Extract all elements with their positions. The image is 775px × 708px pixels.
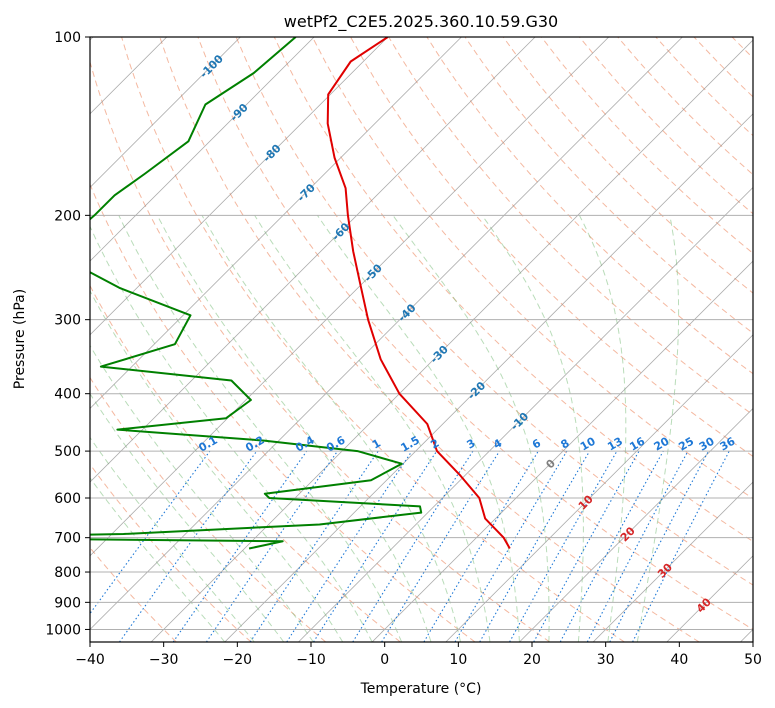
- isotherm-line: [519, 407, 753, 642]
- x-tick-label: −30: [149, 652, 179, 668]
- moist-adiabat-line: [636, 215, 680, 642]
- y-axis-label: Pressure (hPa): [12, 289, 28, 389]
- mixing-ratio-line: [249, 450, 379, 642]
- y-tick-label: 1000: [45, 622, 81, 638]
- dewpoint-profile-line: [90, 37, 423, 550]
- moist-adiabat-line: [90, 392, 285, 642]
- y-axis: 100 200 300 400 500 600 700 800 900 1000: [45, 30, 90, 638]
- moist-adiabat-line: [90, 289, 344, 642]
- dry-adiabat-line: [90, 463, 252, 642]
- isotherm-line: [90, 37, 241, 189]
- isotherm-line: [224, 113, 753, 642]
- x-tick-label: −10: [296, 652, 326, 668]
- profile-lines: [90, 37, 511, 550]
- dry-adiabat-line: [502, 37, 753, 294]
- y-tick-label: 400: [54, 387, 81, 403]
- x-tick-label: −40: [75, 652, 105, 668]
- isotherm-line: [90, 37, 462, 410]
- moist-adiabat-line: [118, 215, 403, 642]
- dry-adiabat-line: [311, 37, 753, 500]
- x-tick-label: 0: [380, 652, 389, 668]
- y-tick-label: 200: [54, 208, 81, 224]
- dry-adiabat-line: [159, 37, 700, 642]
- x-tick-label: 10: [449, 652, 467, 668]
- isotherm-line: [90, 37, 610, 557]
- y-tick-label: 100: [54, 30, 81, 46]
- moist-adiabat-line: [578, 215, 627, 642]
- moist-adiabat-line: [156, 215, 432, 642]
- mixing-ratio-line: [632, 450, 730, 642]
- x-axis: −40 −30 −20 −10 0 10 20 30 40 50: [75, 642, 762, 668]
- mixing-ratio-line: [119, 450, 258, 642]
- dry-adiabat-line: [273, 37, 753, 543]
- dry-adiabat-line: [197, 37, 753, 630]
- x-tick-label: 20: [523, 652, 541, 668]
- x-tick-label: 40: [670, 652, 688, 668]
- isotherm-line: [592, 481, 753, 642]
- isotherm-line: [90, 37, 315, 262]
- mixing-ratio-line: [352, 450, 474, 642]
- isotherm-line: [90, 37, 389, 336]
- mixing-ratio-line: [286, 450, 413, 642]
- isotherm-line: [445, 334, 753, 642]
- moist-adiabat-line: [254, 215, 491, 642]
- moist-adiabat-line: [90, 344, 314, 642]
- mixing-ratio-line: [509, 450, 618, 642]
- chart-title: wetPf2_C2E5.2025.360.10.59.G30: [284, 12, 558, 32]
- moist-adiabat-line: [201, 215, 461, 642]
- isotherm-line: [90, 37, 536, 483]
- y-tick-label: 500: [54, 444, 81, 460]
- y-tick-label: 700: [54, 531, 81, 547]
- mixing-ratio-line: [533, 450, 640, 642]
- dry-adiabat-line: [90, 376, 327, 642]
- moist-adiabat-line: [316, 215, 520, 642]
- y-tick-label: 600: [54, 491, 81, 507]
- isotherm-line: [371, 260, 753, 642]
- background-lines: [90, 37, 753, 642]
- mixing-ratio-line: [381, 450, 500, 642]
- mixing-ratio-line: [90, 450, 211, 615]
- moist-adiabat-line: [481, 215, 584, 642]
- y-tick-label: 800: [54, 565, 81, 581]
- temperature-profile-line: [326, 37, 511, 549]
- mixing-ratio-line: [559, 450, 664, 642]
- moist-adiabat-line: [90, 436, 255, 642]
- dry-adiabat-line: [90, 60, 551, 642]
- x-tick-label: 50: [744, 652, 762, 668]
- dry-adiabat-line: [235, 37, 753, 586]
- x-tick-label: 30: [597, 652, 615, 668]
- x-tick-label: −20: [223, 652, 253, 668]
- mixing-ratio-line: [172, 450, 308, 642]
- plot-frame: [89, 36, 754, 643]
- mixing-ratio-line: [313, 450, 438, 642]
- x-axis-label: Temperature (°C): [360, 681, 482, 697]
- y-tick-label: 900: [54, 595, 81, 611]
- moist-adiabat-line: [90, 225, 373, 642]
- moist-adiabat-line: [392, 215, 550, 642]
- isotherm-line: [298, 186, 753, 642]
- moist-adiabat-line: [90, 477, 226, 642]
- mixing-ratio-line: [205, 450, 338, 642]
- dry-adiabat-line: [121, 37, 625, 642]
- y-tick-label: 300: [54, 313, 81, 329]
